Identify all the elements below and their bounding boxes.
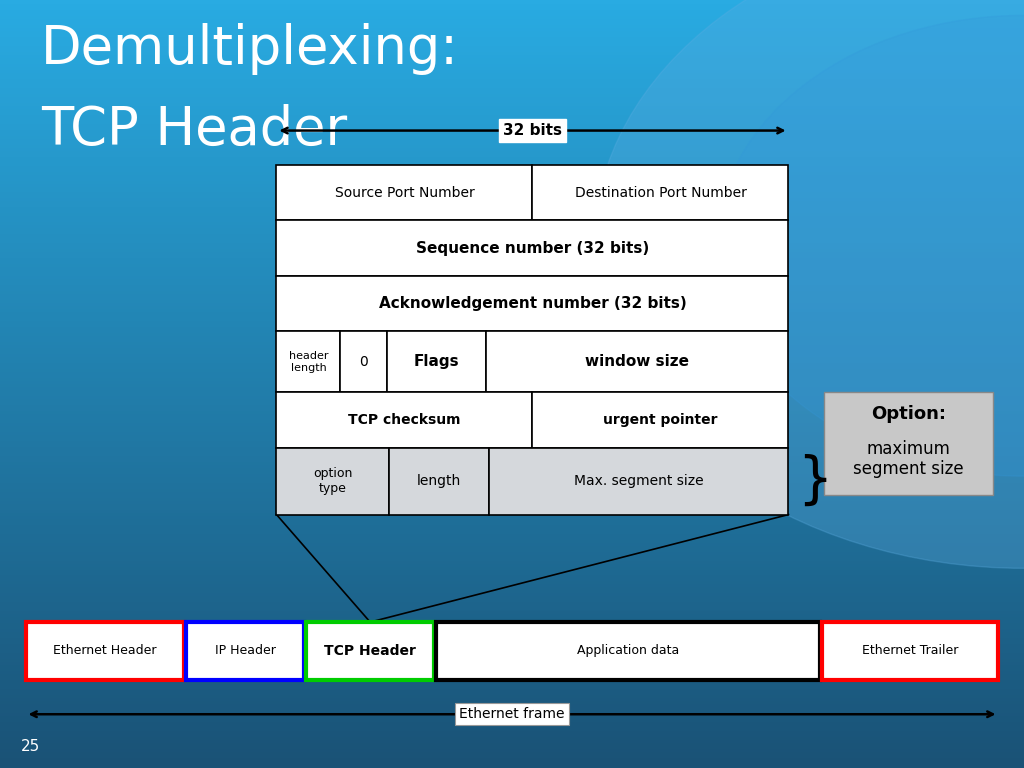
Text: 25: 25 <box>20 739 40 754</box>
Text: maximum
segment size: maximum segment size <box>853 439 965 478</box>
Text: Sequence number (32 bits): Sequence number (32 bits) <box>416 240 649 256</box>
FancyBboxPatch shape <box>389 448 489 515</box>
Text: Source Port Number: Source Port Number <box>335 186 474 200</box>
FancyBboxPatch shape <box>276 448 389 515</box>
Text: Ethernet Trailer: Ethernet Trailer <box>862 644 958 657</box>
FancyBboxPatch shape <box>387 331 486 392</box>
FancyBboxPatch shape <box>486 331 788 392</box>
Text: 0: 0 <box>359 355 368 369</box>
Text: Application data: Application data <box>578 644 679 657</box>
Text: Ethernet frame: Ethernet frame <box>459 707 565 721</box>
FancyBboxPatch shape <box>186 622 304 680</box>
FancyBboxPatch shape <box>276 220 788 276</box>
FancyBboxPatch shape <box>822 622 998 680</box>
Circle shape <box>594 0 1024 568</box>
Text: Acknowledgement number (32 bits): Acknowledgement number (32 bits) <box>379 296 686 311</box>
FancyBboxPatch shape <box>276 392 532 448</box>
Text: Max. segment size: Max. segment size <box>573 474 703 488</box>
FancyBboxPatch shape <box>824 392 993 495</box>
Text: option
type: option type <box>313 467 352 495</box>
Text: header
length: header length <box>289 351 329 372</box>
FancyBboxPatch shape <box>276 276 788 331</box>
Text: Ethernet Header: Ethernet Header <box>53 644 157 657</box>
FancyBboxPatch shape <box>26 622 184 680</box>
FancyBboxPatch shape <box>436 622 820 680</box>
FancyBboxPatch shape <box>532 392 788 448</box>
Text: 32 bits: 32 bits <box>503 123 562 138</box>
Text: TCP checksum: TCP checksum <box>348 413 461 427</box>
Text: Option:: Option: <box>871 406 946 423</box>
Text: Destination Port Number: Destination Port Number <box>574 186 746 200</box>
FancyBboxPatch shape <box>306 622 434 680</box>
Text: TCP Header: TCP Header <box>41 104 347 156</box>
Text: TCP Header: TCP Header <box>325 644 416 658</box>
Text: window size: window size <box>586 354 689 369</box>
FancyBboxPatch shape <box>489 448 788 515</box>
FancyBboxPatch shape <box>340 331 387 392</box>
Circle shape <box>717 15 1024 476</box>
Text: Demultiplexing:: Demultiplexing: <box>41 23 459 75</box>
Text: urgent pointer: urgent pointer <box>603 413 718 427</box>
Text: }: } <box>797 454 831 508</box>
Text: Flags: Flags <box>414 354 460 369</box>
Text: IP Header: IP Header <box>215 644 275 657</box>
FancyBboxPatch shape <box>276 331 340 392</box>
FancyBboxPatch shape <box>532 165 788 220</box>
Text: length: length <box>417 474 461 488</box>
FancyBboxPatch shape <box>276 165 532 220</box>
